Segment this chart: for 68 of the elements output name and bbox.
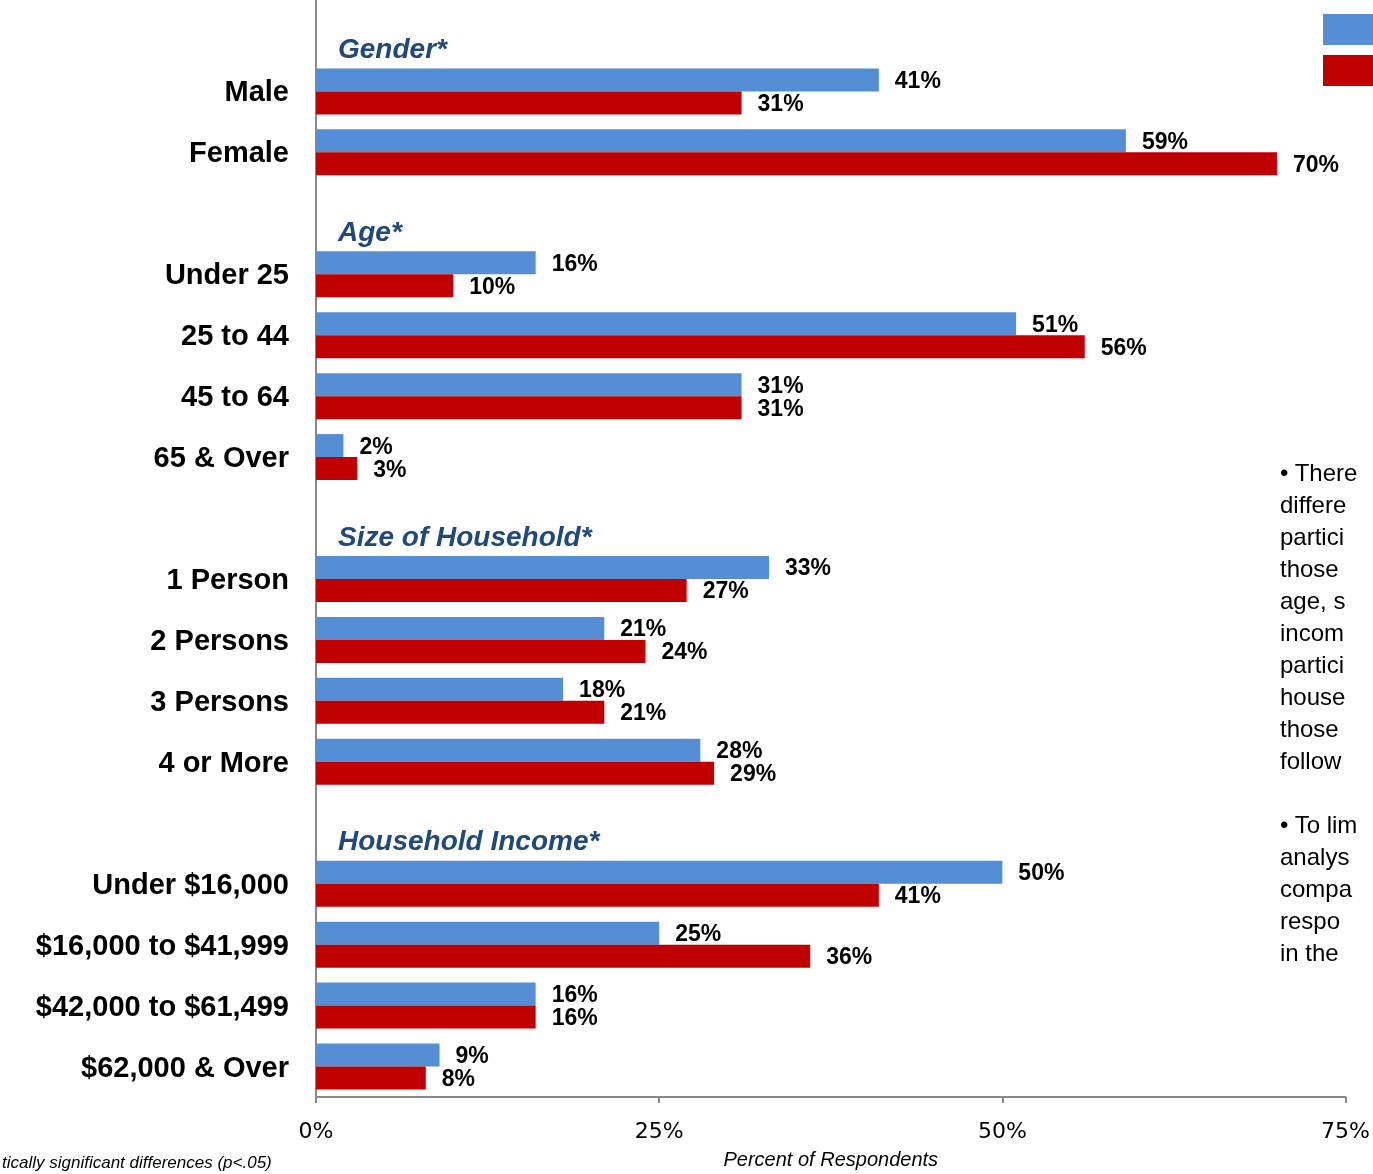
y-tick-label: 4 or More [158,745,289,778]
bar [316,396,742,420]
y-tick-label: Age* [337,215,403,247]
data-label: 56% [1100,333,1147,360]
data-label: 41% [894,882,941,909]
bar [316,616,605,640]
bar [316,700,605,724]
bar [316,1043,440,1067]
data-label: 36% [826,943,873,970]
bar [316,860,1003,884]
data-label: 31% [757,89,804,116]
data-label: 25% [675,920,722,947]
data-label: 33% [785,554,832,581]
y-tick-label: 1 Person [166,562,289,595]
y-tick-label: Gender* [338,32,449,64]
y-tick-label: 2 Persons [150,623,289,656]
data-label: 51% [1032,310,1079,337]
bar [316,152,1277,176]
bar [316,434,344,458]
y-tick-label: $16,000 to $41,999 [35,928,289,961]
bar [316,944,811,968]
bar [316,91,742,115]
data-label: 59% [1141,127,1188,154]
x-axis-title: Percent of Respondents [723,1148,939,1170]
bar [316,578,687,602]
bar [316,312,1017,336]
bar [316,1066,426,1090]
bar [316,129,1126,153]
bar [316,457,358,481]
y-tick-label: 25 to 44 [181,319,289,352]
data-label: 27% [702,577,749,604]
x-tick-label: 0% [298,1117,334,1143]
y-tick-label: 3 Persons [150,684,289,717]
data-label: 70% [1292,150,1339,177]
bar [316,1005,536,1029]
bar [316,373,742,397]
bar [316,68,879,92]
x-tick-label: 75% [1321,1117,1370,1143]
y-tick-label: Male [224,75,289,108]
x-tick-label: 25% [634,1117,684,1143]
y-tick-label: Under $16,000 [92,867,289,900]
y-tick-label: Female [189,136,289,169]
bar [316,251,536,275]
data-label: 10% [469,272,516,299]
y-tick-label: 45 to 64 [181,380,289,413]
bar [316,677,564,701]
bar [316,738,701,762]
data-label: 41% [894,66,941,93]
text: tically significant differences (p<.05) [2,1152,272,1172]
data-label: 50% [1018,859,1065,886]
annotation: • To lim analys compa respo in the [1280,810,1358,966]
y-tick-label: Under 25 [164,258,289,291]
bar [316,555,769,579]
bar [316,883,879,907]
bar [316,761,715,785]
bar [316,982,536,1006]
y-tick-label: Size of Household* [338,520,593,552]
bar [316,639,646,663]
y-tick-label: $62,000 & Over [81,1050,289,1083]
y-tick-label: 65 & Over [153,441,289,474]
x-tick-label: 50% [977,1117,1027,1143]
y-tick-label: $42,000 to $61,499 [35,989,289,1022]
text: • There differe partici those age, s incom partici house those follow [1280,458,1358,774]
y-tick-label: Household Income* [338,825,601,857]
bar [316,274,454,298]
bar [316,335,1085,359]
data-label: 16% [551,249,598,276]
bar [316,921,660,945]
